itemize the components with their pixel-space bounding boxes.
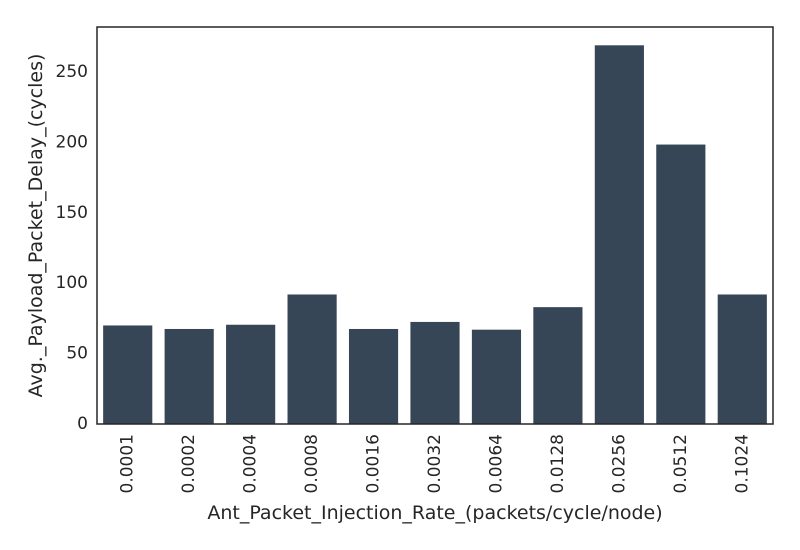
y-tick-label: 150 — [56, 203, 88, 223]
bar-0.0004 — [226, 324, 276, 424]
y-tick-label: 100 — [56, 273, 88, 293]
bar-0.0016 — [348, 328, 399, 424]
bar-0.0256 — [594, 45, 644, 424]
x-tick-label: 0.0128 — [548, 434, 568, 493]
bar-0.1024 — [717, 294, 767, 424]
bar-0.0001 — [103, 325, 153, 424]
x-tick-label: 0.0004 — [241, 434, 261, 493]
bars-group — [103, 45, 767, 424]
x-tick-label: 0.0256 — [609, 434, 629, 493]
bar-0.0128 — [533, 307, 583, 424]
x-axis-label: Ant_Packet_Injection_Rate_(packets/cycle… — [207, 502, 662, 524]
bar-0.0064 — [471, 329, 522, 424]
y-tick-label: 0 — [77, 414, 88, 434]
plot-frame — [96, 26, 774, 425]
y-tick-label: 250 — [56, 62, 88, 82]
bar-0.0512 — [656, 144, 706, 424]
x-tick-label: 0.0064 — [486, 434, 506, 493]
bar-0.0032 — [410, 321, 460, 424]
y-tick-label: 200 — [56, 132, 88, 152]
x-tick-label: 0.0001 — [118, 434, 138, 493]
y-tick-label: 50 — [66, 344, 88, 364]
y-axis-label: Avg._Payload_Packet_Delay_(cycles) — [25, 54, 47, 398]
y-axis-ticks: 0 50 100 150 200 250 — [56, 62, 88, 434]
bar-0.0002 — [164, 328, 214, 424]
x-tick-label: 0.0032 — [425, 434, 445, 493]
bar-0.0008 — [287, 294, 337, 424]
x-tick-label: 0.0512 — [671, 434, 691, 493]
x-tick-label: 0.0016 — [364, 434, 384, 493]
x-axis-ticks: 0.0001 0.0002 0.0004 0.0008 0.0016 0.0032 0.00… — [118, 434, 753, 493]
x-tick-label: 0.1024 — [732, 434, 752, 493]
x-tick-label: 0.0002 — [179, 434, 199, 493]
x-tick-label: 0.0008 — [302, 434, 322, 493]
